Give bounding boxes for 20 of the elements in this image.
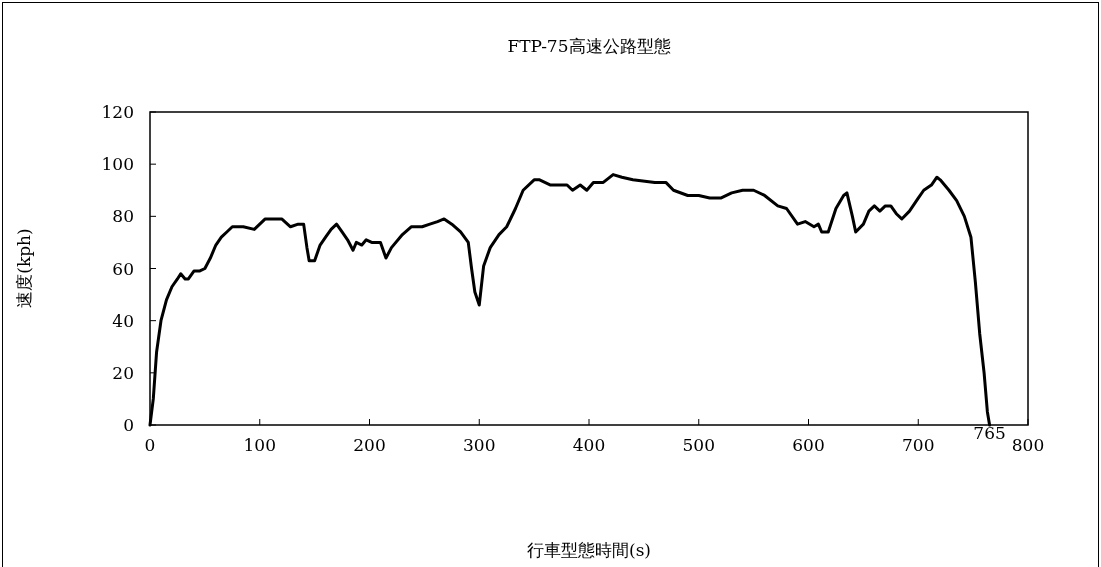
x-tick-label: 300 xyxy=(463,435,496,455)
x-tick-label: 600 xyxy=(792,435,825,455)
x-tick-label: 400 xyxy=(572,435,606,455)
y-tick-label: 20 xyxy=(112,362,134,383)
x-tick-label: 0 xyxy=(144,435,156,455)
title: FTP-75高速公路型態 xyxy=(507,36,671,56)
x-tick-label: 200 xyxy=(353,435,386,455)
y-tick-label: 0 xyxy=(123,415,134,435)
x-tick-label: 800 xyxy=(1011,435,1045,455)
x-tick-label: 500 xyxy=(682,435,715,455)
annotation: 765 xyxy=(973,423,1006,443)
y-tick-label: 100 xyxy=(101,154,134,175)
xlabel: 行車型態時間(s) xyxy=(527,540,651,560)
y-tick-label: 40 xyxy=(112,310,134,331)
ylabel: 速度(kph) xyxy=(14,228,34,308)
y-tick-label: 120 xyxy=(101,102,134,122)
x-tick-label: 700 xyxy=(902,435,935,455)
y-tick-label: 60 xyxy=(112,258,134,279)
x-tick-label: 100 xyxy=(243,435,276,455)
y-tick-label: 80 xyxy=(112,206,134,227)
